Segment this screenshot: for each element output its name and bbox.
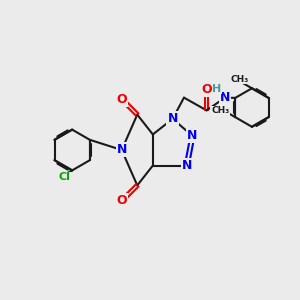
- Text: CH₃: CH₃: [211, 106, 230, 115]
- Text: N: N: [187, 129, 198, 142]
- Text: N: N: [220, 91, 230, 104]
- Text: H: H: [212, 84, 222, 94]
- Text: O: O: [116, 92, 127, 106]
- Text: O: O: [201, 82, 212, 96]
- Text: Cl: Cl: [58, 172, 70, 182]
- Text: O: O: [116, 194, 127, 208]
- Text: N: N: [116, 143, 127, 157]
- Text: CH₃: CH₃: [231, 75, 249, 84]
- Text: N: N: [182, 159, 192, 172]
- Text: N: N: [167, 112, 178, 125]
